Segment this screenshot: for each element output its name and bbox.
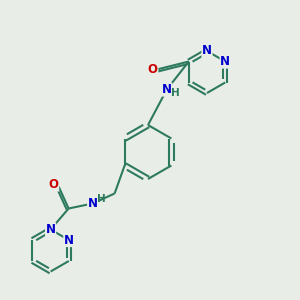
Text: N: N [88,197,98,210]
Text: O: O [49,178,58,191]
Text: N: N [46,223,56,236]
Text: N: N [202,44,212,58]
Text: N: N [64,233,74,247]
Text: N: N [220,55,230,68]
Text: H: H [97,194,106,203]
Text: H: H [171,88,180,98]
Text: O: O [148,63,158,76]
Text: N: N [162,83,172,96]
